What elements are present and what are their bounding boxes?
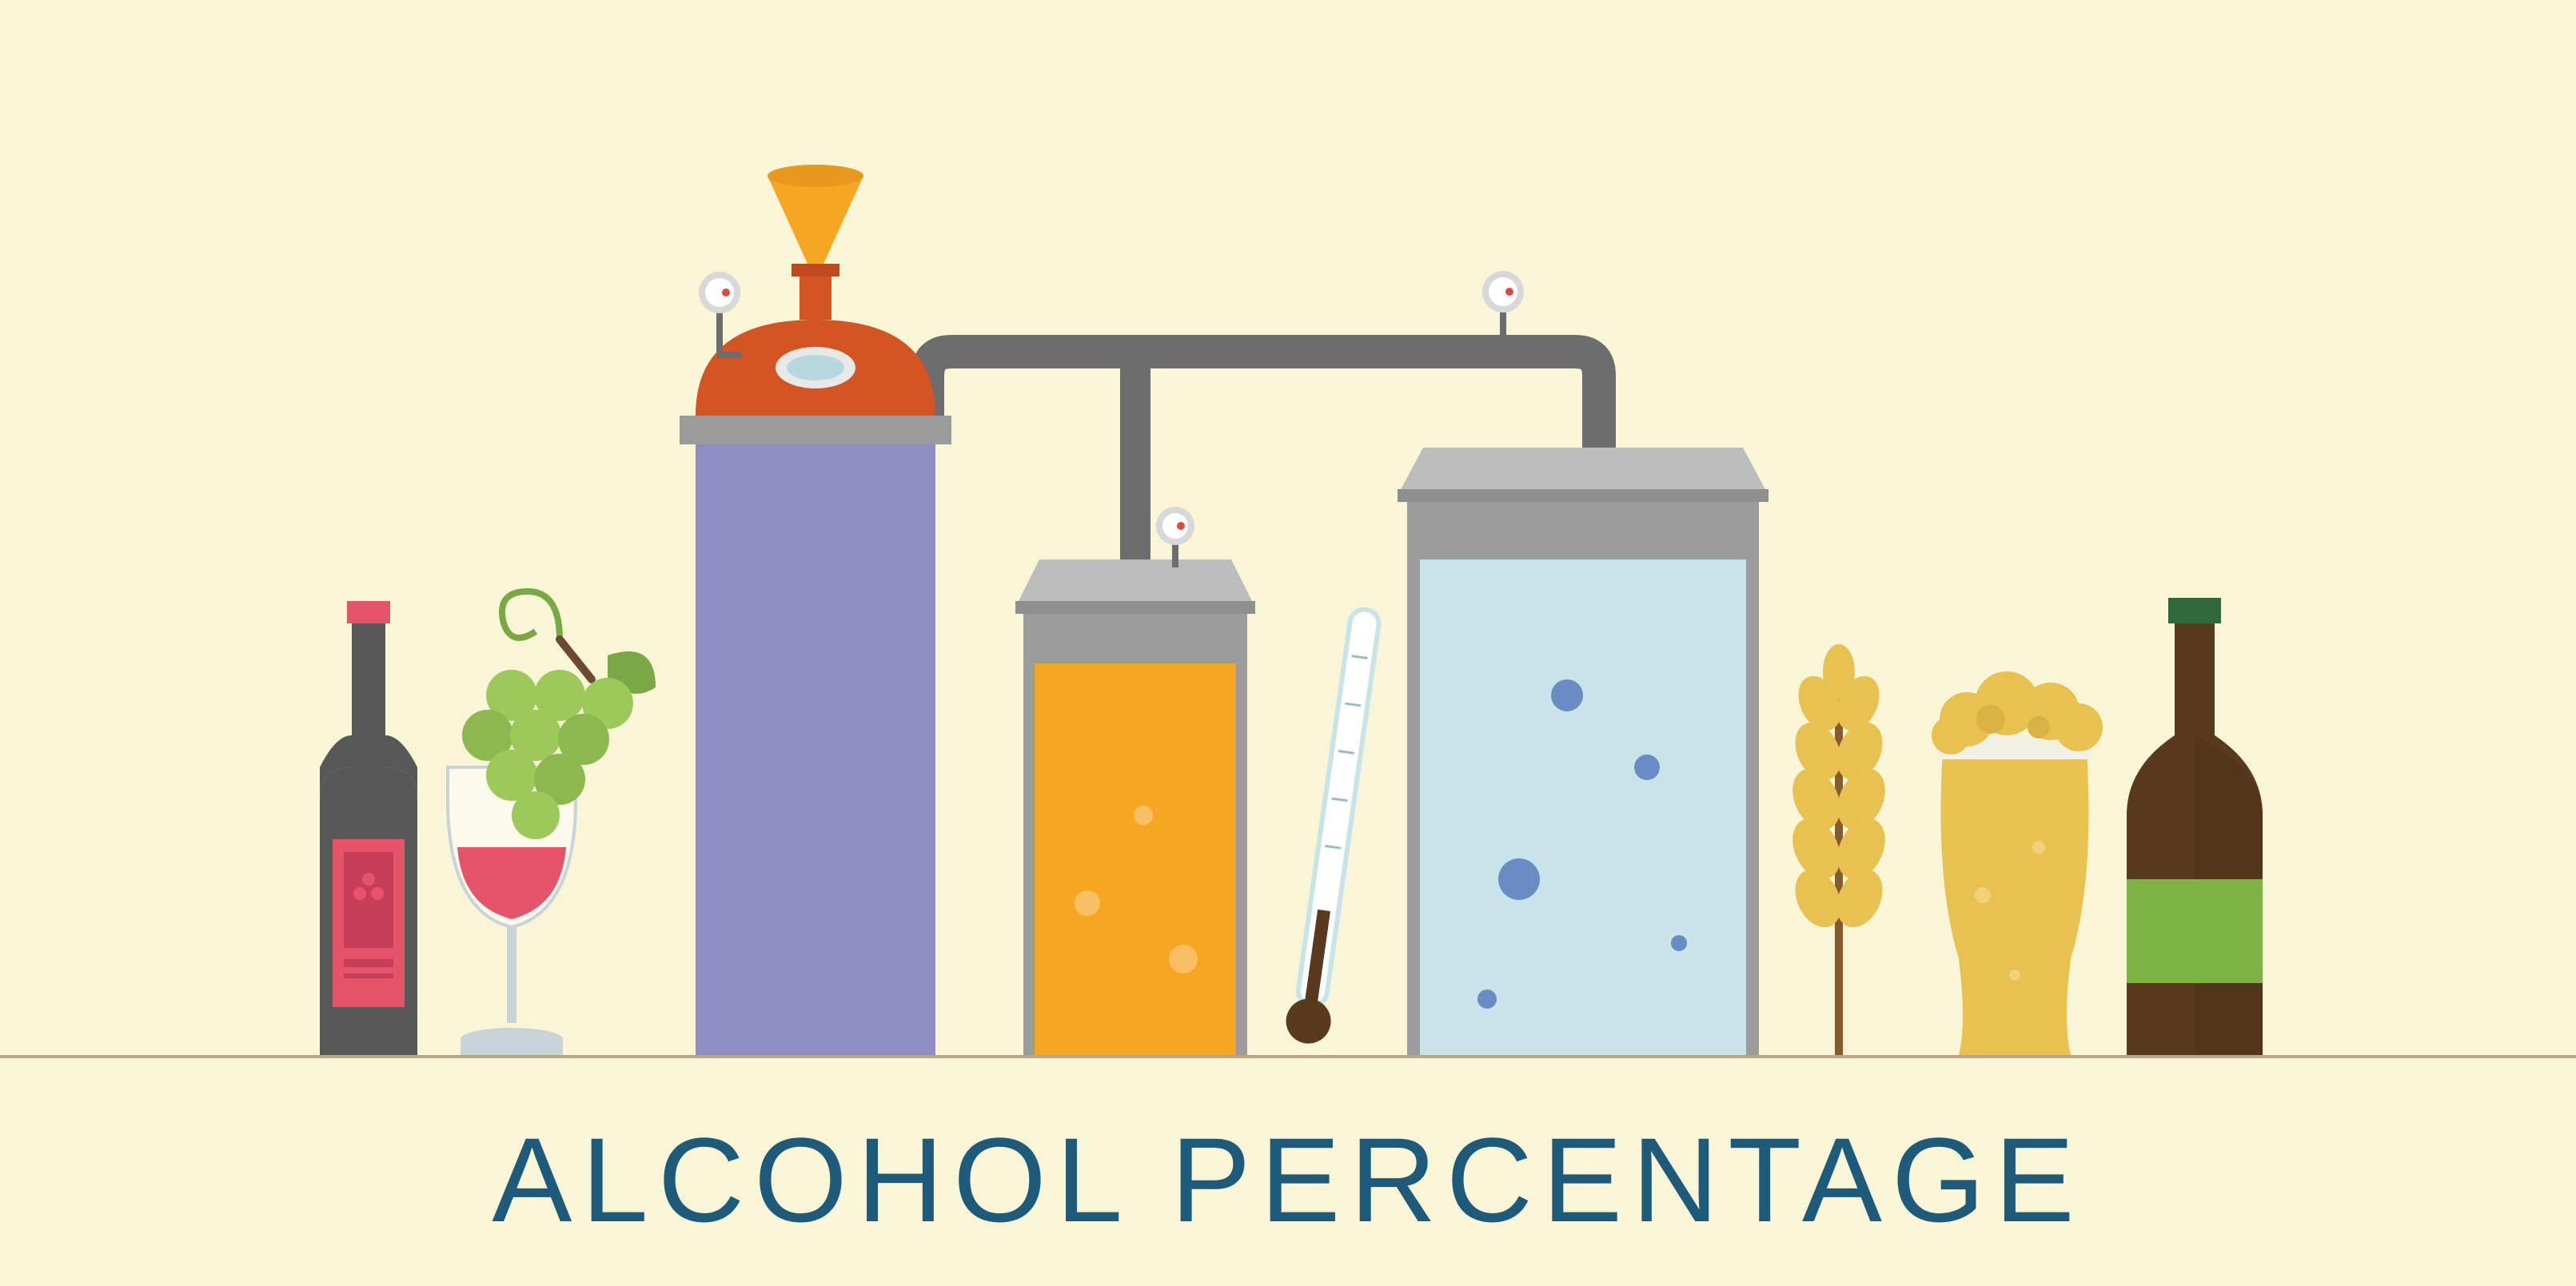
scene-svg <box>0 0 2576 1286</box>
ground-line <box>0 1055 2576 1058</box>
tank-orange <box>1015 507 1255 1055</box>
wine-bottle-icon <box>320 601 417 1055</box>
beer-glass-icon <box>1932 671 2103 1055</box>
title: ALCOHOL PERCENTAGE <box>0 1111 2576 1249</box>
wheat-icon <box>1784 644 1895 1055</box>
infographic-canvas: ALCOHOL PERCENTAGE <box>0 0 2576 1286</box>
tank-water <box>1398 448 1769 1055</box>
beer-bottle-icon <box>2127 598 2263 1055</box>
tank-purple <box>680 165 951 1055</box>
thermometer-icon <box>1283 607 1389 1046</box>
